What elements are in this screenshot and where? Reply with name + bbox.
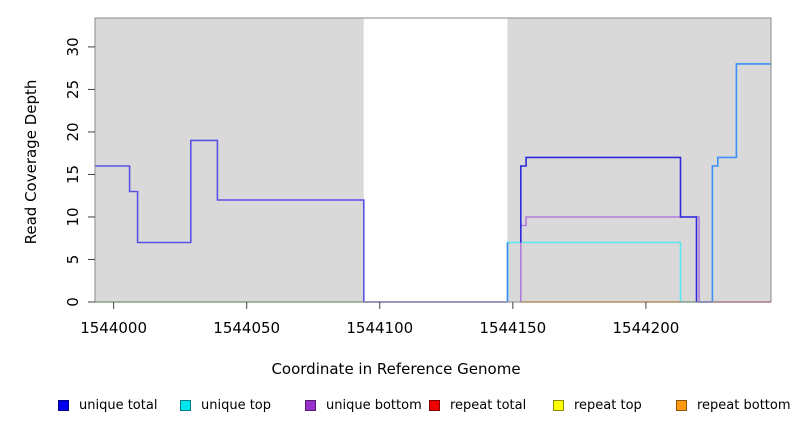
legend-swatch-icon	[429, 400, 440, 411]
legend-label: repeat top	[574, 398, 642, 413]
x-tick-label: 1544150	[479, 319, 546, 337]
series-unique-total-right	[519, 156, 698, 302]
y-axis-title: Read Coverage Depth	[22, 79, 40, 245]
legend-item-repeat-top: repeat top	[553, 398, 642, 413]
legend-label: unique bottom	[326, 398, 422, 413]
legend-label: repeat bottom	[697, 398, 791, 413]
y-tick-label: 15	[64, 165, 82, 184]
y-tick-label: 5	[64, 255, 82, 265]
legend: unique total unique top unique bottom repea…	[0, 398, 792, 420]
legend-item-unique-total: unique total	[58, 398, 157, 413]
legend-label: unique total	[79, 398, 158, 413]
y-tick-label: 30	[64, 37, 82, 56]
legend-swatch-icon	[553, 400, 564, 411]
panel-region-shaded-left	[95, 18, 364, 302]
y-tick-label: 25	[64, 80, 82, 99]
y-tick-label: 20	[64, 122, 82, 141]
legend-item-unique-top: unique top	[180, 398, 271, 413]
y-tick-label: 0	[64, 297, 82, 307]
series-unique-total-far-right-overlap	[711, 63, 771, 302]
series-unique-total-left	[95, 139, 365, 302]
x-tick-label: 1544000	[80, 319, 147, 337]
panel-border	[94, 17, 772, 303]
legend-item-repeat-bottom: repeat bottom	[676, 398, 791, 413]
x-axis-title: Coordinate in Reference Genome	[271, 360, 521, 378]
y-tick-label: 10	[64, 207, 82, 226]
legend-swatch-icon	[305, 400, 316, 411]
x-tick-label: 1544100	[346, 319, 413, 337]
legend-label: unique top	[201, 398, 272, 413]
legend-swatch-icon	[58, 400, 69, 411]
legend-label: repeat total	[450, 398, 527, 413]
panel-region-shaded-right	[507, 18, 771, 302]
legend-item-unique-bottom: unique bottom	[305, 398, 422, 413]
legend-item-repeat-total: repeat total	[429, 398, 526, 413]
legend-swatch-icon	[180, 400, 191, 411]
legend-swatch-icon	[676, 400, 687, 411]
panel-region-unshaded-middle	[363, 18, 508, 302]
x-tick-label: 1544050	[213, 319, 280, 337]
x-tick-label: 1544200	[613, 319, 680, 337]
